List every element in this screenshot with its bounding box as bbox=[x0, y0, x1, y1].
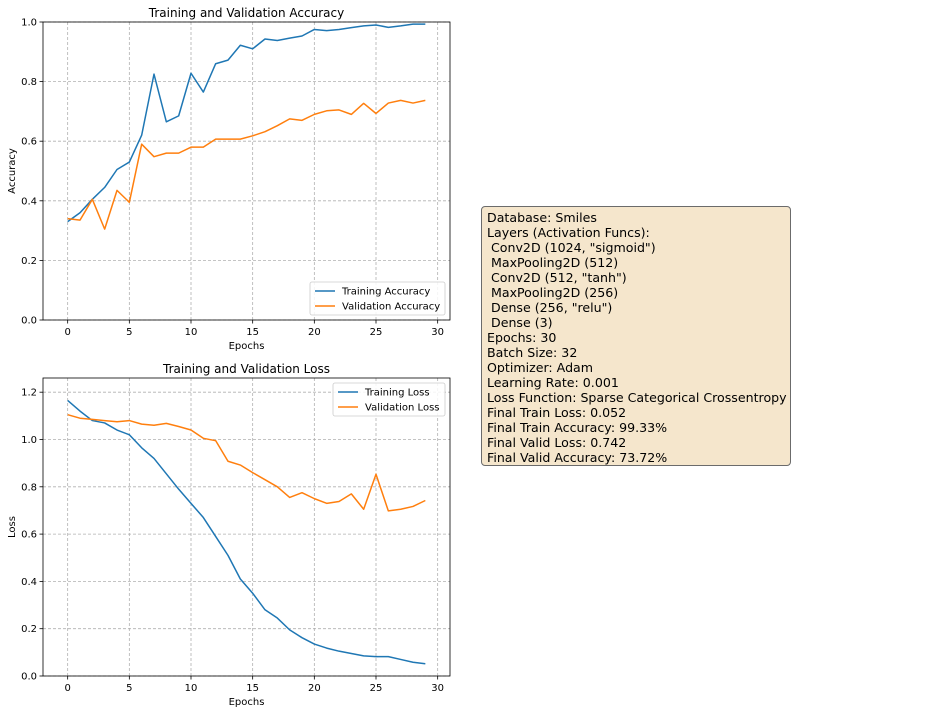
info-line: Dense (256, "relu") bbox=[487, 300, 613, 315]
info-line: Epochs: 30 bbox=[487, 330, 557, 345]
y-tick-label: 0.4 bbox=[21, 196, 37, 207]
y-tick-label: 0.2 bbox=[21, 256, 37, 267]
x-axis-label: Epochs bbox=[229, 341, 265, 352]
legend: Training Loss Validation Loss bbox=[332, 382, 446, 417]
legend-box bbox=[309, 281, 446, 316]
x-tick-label: 25 bbox=[370, 327, 383, 338]
y-tick-label: 1.0 bbox=[21, 18, 37, 29]
series-line-1 bbox=[67, 413, 426, 512]
x-tick-label: 0 bbox=[64, 327, 70, 338]
info-line: MaxPooling2D (256) bbox=[487, 285, 619, 300]
chart-0: 0 5 10 15 20 25 30 0.0 0.2 0.4 0.6 0.8 1.0 Training a… bbox=[7, 6, 451, 352]
x-tick-label: 20 bbox=[308, 327, 321, 338]
y-tick-label: 0.8 bbox=[21, 77, 37, 88]
y-tick-label: 0.2 bbox=[21, 624, 37, 635]
chart-title: Training and Validation Loss bbox=[162, 362, 330, 376]
legend: Training Accuracy Validation Accuracy bbox=[309, 281, 446, 316]
y-tick-label: 0.6 bbox=[21, 137, 37, 148]
info-line: Loss Function: Sparse Categorical Crosse… bbox=[487, 390, 787, 405]
info-line: Final Train Loss: 0.052 bbox=[487, 405, 627, 420]
info-line: Dense (3) bbox=[487, 315, 553, 330]
legend-label: Training Accuracy bbox=[341, 287, 430, 298]
x-tick-label: 10 bbox=[185, 327, 198, 338]
info-line: Optimizer: Adam bbox=[487, 360, 594, 375]
info-line: Layers (Activation Funcs): bbox=[487, 225, 650, 240]
x-tick-label: 30 bbox=[431, 683, 444, 694]
info-line: Learning Rate: 0.001 bbox=[487, 375, 619, 390]
x-tick-label: 20 bbox=[308, 683, 321, 694]
info-line: MaxPooling2D (512) bbox=[487, 255, 619, 270]
series-line-0 bbox=[67, 23, 426, 223]
x-tick-label: 15 bbox=[246, 683, 259, 694]
chart-title: Training and Validation Accuracy bbox=[148, 6, 344, 20]
x-tick-label: 15 bbox=[246, 327, 259, 338]
series-line-1 bbox=[67, 99, 426, 230]
info-line: Batch Size: 32 bbox=[487, 345, 578, 360]
y-tick-label: 1.0 bbox=[21, 435, 37, 446]
x-tick-label: 0 bbox=[64, 683, 70, 694]
x-tick-label: 5 bbox=[126, 683, 132, 694]
info-line: Conv2D (1024, "sigmoid") bbox=[487, 240, 656, 255]
x-tick-label: 25 bbox=[370, 683, 383, 694]
y-tick-label: 0.8 bbox=[21, 482, 37, 493]
y-tick-label: 0.0 bbox=[21, 316, 37, 327]
y-axis-label: Accuracy bbox=[7, 148, 18, 194]
legend-label: Training Loss bbox=[364, 388, 430, 399]
info-line: Database: Smiles bbox=[487, 210, 597, 225]
y-tick-label: 0.4 bbox=[21, 577, 37, 588]
plot-frame bbox=[42, 377, 451, 677]
info-line: Final Valid Accuracy: 73.72% bbox=[487, 450, 668, 465]
info-line: Final Valid Loss: 0.742 bbox=[487, 435, 627, 450]
y-axis-label: Loss bbox=[7, 516, 18, 538]
info-line: Conv2D (512, "tanh") bbox=[487, 270, 627, 285]
chart-1: 0 5 10 15 20 25 30 0.0 0.2 0.4 0.6 0.8 1.0 1.2 Trainin… bbox=[7, 362, 451, 708]
y-tick-label: 0.6 bbox=[21, 530, 37, 541]
x-axis-label: Epochs bbox=[229, 697, 265, 708]
legend-box bbox=[332, 382, 446, 417]
legend-label: Validation Loss bbox=[365, 403, 440, 414]
legend-label: Validation Accuracy bbox=[342, 302, 440, 313]
x-tick-label: 5 bbox=[126, 327, 132, 338]
info-line: Final Train Accuracy: 99.33% bbox=[487, 420, 668, 435]
plot-frame bbox=[42, 21, 451, 321]
x-tick-label: 30 bbox=[431, 327, 444, 338]
model-info-box: Database: Smiles Layers (Activation Funcs… bbox=[481, 206, 791, 466]
y-tick-label: 1.2 bbox=[21, 388, 37, 399]
y-tick-label: 0.0 bbox=[21, 672, 37, 683]
x-tick-label: 10 bbox=[185, 683, 198, 694]
series-line-0 bbox=[67, 399, 426, 665]
